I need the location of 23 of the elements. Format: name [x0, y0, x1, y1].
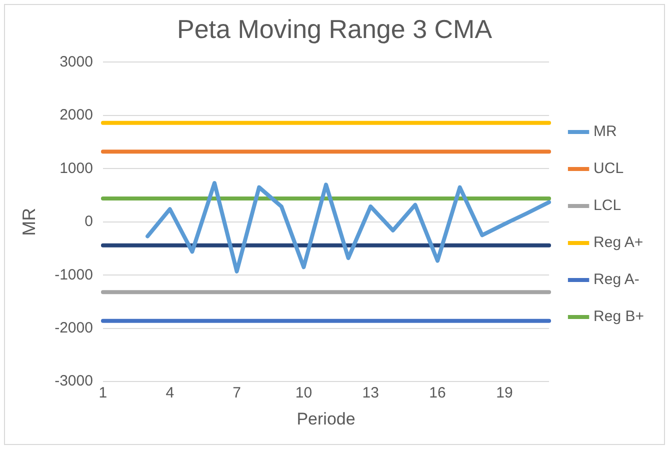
y-tick-label: 3000: [60, 53, 93, 70]
x-tick-label: 16: [429, 384, 446, 402]
chart-title: Peta Moving Range 3 CMA: [176, 14, 493, 44]
legend-label: UCL: [594, 160, 624, 178]
y-tick-label: -2000: [54, 320, 93, 337]
legend-label: MR: [594, 123, 618, 140]
legend-label: Reg A-: [594, 271, 640, 288]
y-tick-label: -3000: [54, 372, 93, 390]
y-tick-label: 1000: [60, 160, 93, 177]
legend-label: LCL: [594, 197, 622, 214]
x-tick-label: 7: [232, 384, 241, 402]
legend-label: Reg A+: [594, 234, 644, 252]
y-tick-label: -1000: [54, 266, 93, 284]
x-tick-label: 19: [496, 384, 513, 402]
x-axis-title: Periode: [296, 409, 356, 428]
y-axis-title: MR: [18, 208, 39, 236]
x-tick-label: 10: [295, 384, 312, 402]
x-tick-label: 1: [98, 384, 108, 402]
legend-label: Reg B+: [594, 308, 644, 326]
y-tick-label: 0: [84, 213, 93, 230]
x-tick-label: 4: [166, 384, 174, 402]
x-tick-label: 13: [362, 384, 379, 402]
y-tick-label: 2000: [60, 106, 93, 124]
